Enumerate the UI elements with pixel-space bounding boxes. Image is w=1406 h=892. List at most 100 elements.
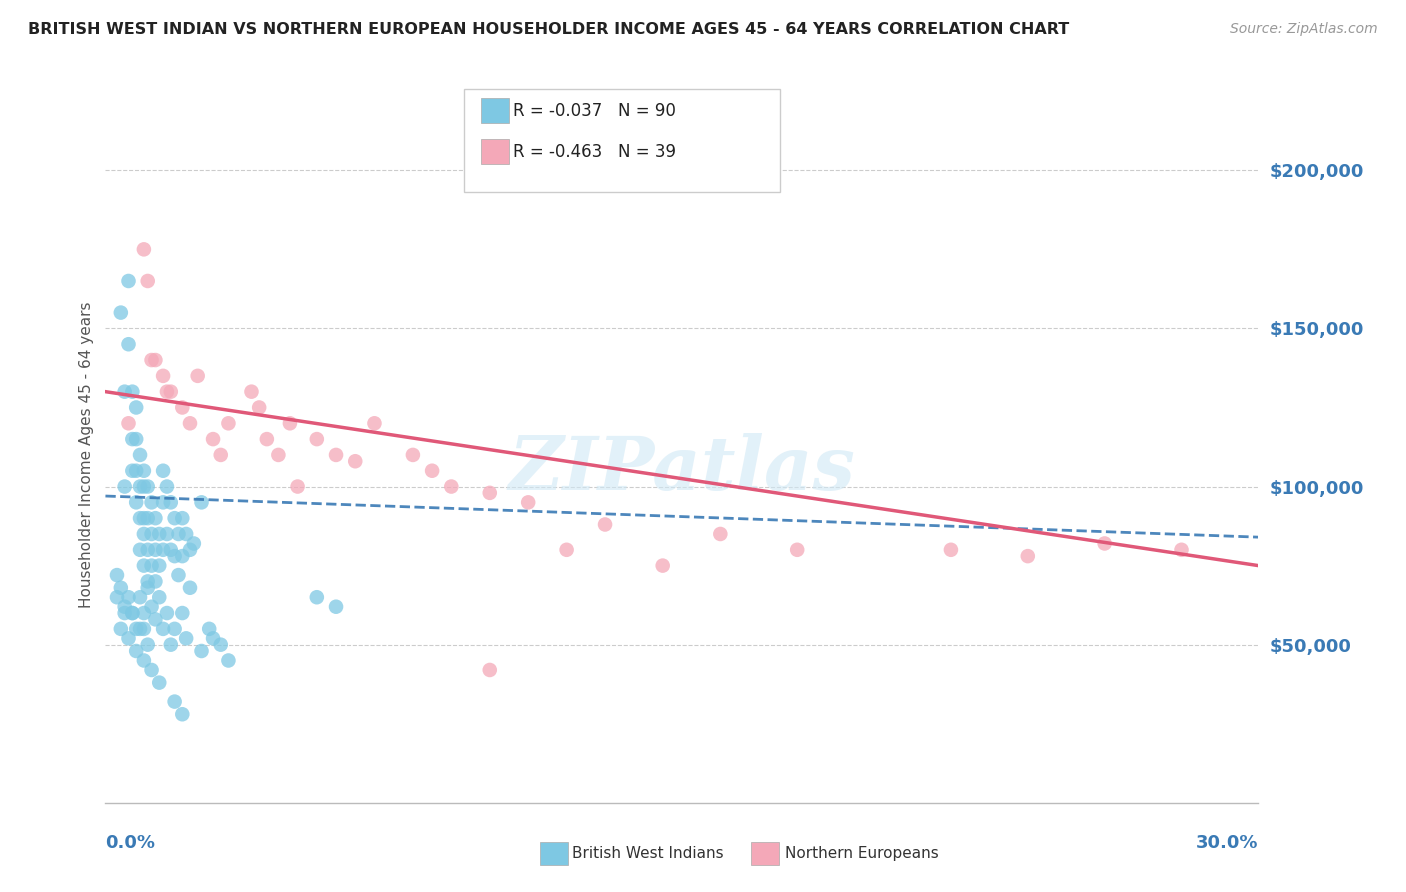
Point xyxy=(121,606,143,620)
Point xyxy=(709,527,731,541)
Point xyxy=(152,368,174,383)
Point xyxy=(517,495,540,509)
Point xyxy=(163,622,186,636)
Point xyxy=(136,581,159,595)
Point xyxy=(172,401,194,415)
Text: British West Indians: British West Indians xyxy=(572,847,724,861)
Point xyxy=(156,384,179,399)
Point xyxy=(148,591,170,605)
Point xyxy=(136,638,159,652)
Point xyxy=(198,622,221,636)
Point xyxy=(132,622,155,636)
Point xyxy=(159,495,181,509)
Point xyxy=(1170,542,1192,557)
Point xyxy=(172,511,194,525)
Point xyxy=(278,417,301,431)
Point xyxy=(148,558,170,573)
Point xyxy=(159,384,181,399)
Text: R = -0.037   N = 90: R = -0.037 N = 90 xyxy=(513,102,676,120)
Point xyxy=(145,511,167,525)
Point xyxy=(209,448,232,462)
Text: 30.0%: 30.0% xyxy=(1197,834,1258,852)
Point xyxy=(217,653,239,667)
Point xyxy=(121,464,143,478)
Point xyxy=(152,464,174,478)
Point xyxy=(593,517,616,532)
Point xyxy=(141,558,163,573)
Text: ZIPatlas: ZIPatlas xyxy=(509,433,855,505)
Point xyxy=(121,384,143,399)
Point xyxy=(132,511,155,525)
Point xyxy=(651,558,673,573)
Point xyxy=(179,581,201,595)
Point xyxy=(148,675,170,690)
Point xyxy=(152,622,174,636)
Point xyxy=(163,511,186,525)
Point xyxy=(267,448,290,462)
Point xyxy=(163,549,186,563)
Point xyxy=(1094,536,1116,550)
Point xyxy=(114,606,136,620)
Point xyxy=(145,542,167,557)
Point xyxy=(125,401,148,415)
Point xyxy=(132,243,155,257)
Point xyxy=(172,707,194,722)
Point xyxy=(152,542,174,557)
Point xyxy=(129,542,152,557)
Point xyxy=(256,432,278,446)
Point xyxy=(183,536,205,550)
Point xyxy=(305,432,328,446)
Point xyxy=(136,479,159,493)
Text: 0.0%: 0.0% xyxy=(105,834,156,852)
Point xyxy=(114,384,136,399)
Point xyxy=(125,432,148,446)
Point xyxy=(129,479,152,493)
Point xyxy=(287,479,309,493)
Point xyxy=(478,486,501,500)
Point xyxy=(132,653,155,667)
Point xyxy=(156,606,179,620)
Point xyxy=(129,448,152,462)
Point xyxy=(190,495,212,509)
Point xyxy=(440,479,463,493)
Point xyxy=(240,384,263,399)
Point xyxy=(117,632,139,646)
Point xyxy=(402,448,425,462)
Point xyxy=(1017,549,1039,563)
Point xyxy=(555,542,578,557)
Point xyxy=(152,495,174,509)
Point xyxy=(125,622,148,636)
Point xyxy=(141,353,163,368)
Point xyxy=(114,599,136,614)
Point xyxy=(125,495,148,509)
Point xyxy=(132,527,155,541)
Point xyxy=(121,606,143,620)
Point xyxy=(110,305,132,319)
Point xyxy=(209,638,232,652)
Point xyxy=(156,527,179,541)
Text: Northern Europeans: Northern Europeans xyxy=(785,847,938,861)
Point xyxy=(190,644,212,658)
Point xyxy=(141,599,163,614)
Point xyxy=(247,401,270,415)
Point xyxy=(117,337,139,351)
Point xyxy=(217,417,239,431)
Point xyxy=(145,612,167,626)
Point xyxy=(117,591,139,605)
Point xyxy=(132,479,155,493)
Point xyxy=(132,464,155,478)
Point xyxy=(179,542,201,557)
Point xyxy=(305,591,328,605)
Point xyxy=(167,568,190,582)
Point xyxy=(939,542,962,557)
Point xyxy=(179,417,201,431)
Point xyxy=(141,527,163,541)
Point xyxy=(114,479,136,493)
Point xyxy=(478,663,501,677)
Point xyxy=(110,581,132,595)
Point xyxy=(174,632,197,646)
Point xyxy=(136,274,159,288)
Point xyxy=(141,663,163,677)
Point xyxy=(132,558,155,573)
Point xyxy=(325,448,347,462)
